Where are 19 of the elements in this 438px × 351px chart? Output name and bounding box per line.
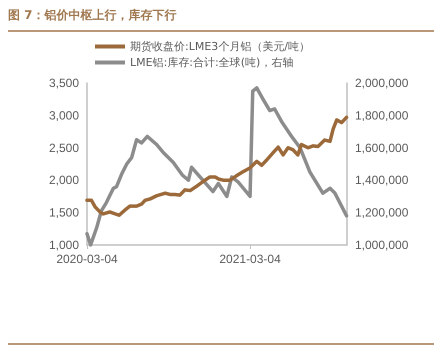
y2-tick-label: 1,200,000 xyxy=(355,206,409,220)
line-series xyxy=(85,86,348,247)
y-tick-label: 2,000 xyxy=(48,173,80,188)
y-tick-label: 2,500 xyxy=(48,140,80,155)
legend-label: LME铝:库存:合计:全球(吨)，右轴 xyxy=(130,56,294,69)
x-tick-label: 2021-03-04 xyxy=(219,252,282,266)
y2-tick-label: 1,400,000 xyxy=(355,173,409,188)
x-tick-label: 2020-03-04 xyxy=(56,252,118,266)
y-tick-label: 1,000 xyxy=(48,238,80,252)
y-tick-label: 3,500 xyxy=(48,76,80,90)
y2-tick-label: 1,000,000 xyxy=(355,238,409,252)
chart-title: 图 7：铝价中枢上行，库存下行 xyxy=(8,7,177,24)
y2-tick-label: 1,800,000 xyxy=(355,108,409,122)
y-tick-label: 1,500 xyxy=(48,206,80,220)
y-tick-label: 3,000 xyxy=(48,108,80,122)
legend-label: 期货收盘价:LME3个月铝（美元/吨） xyxy=(130,40,310,53)
line-series xyxy=(85,116,348,217)
y2-tick-label: 1,600,000 xyxy=(355,140,409,155)
y2-tick-label: 2,000,000 xyxy=(355,76,409,90)
